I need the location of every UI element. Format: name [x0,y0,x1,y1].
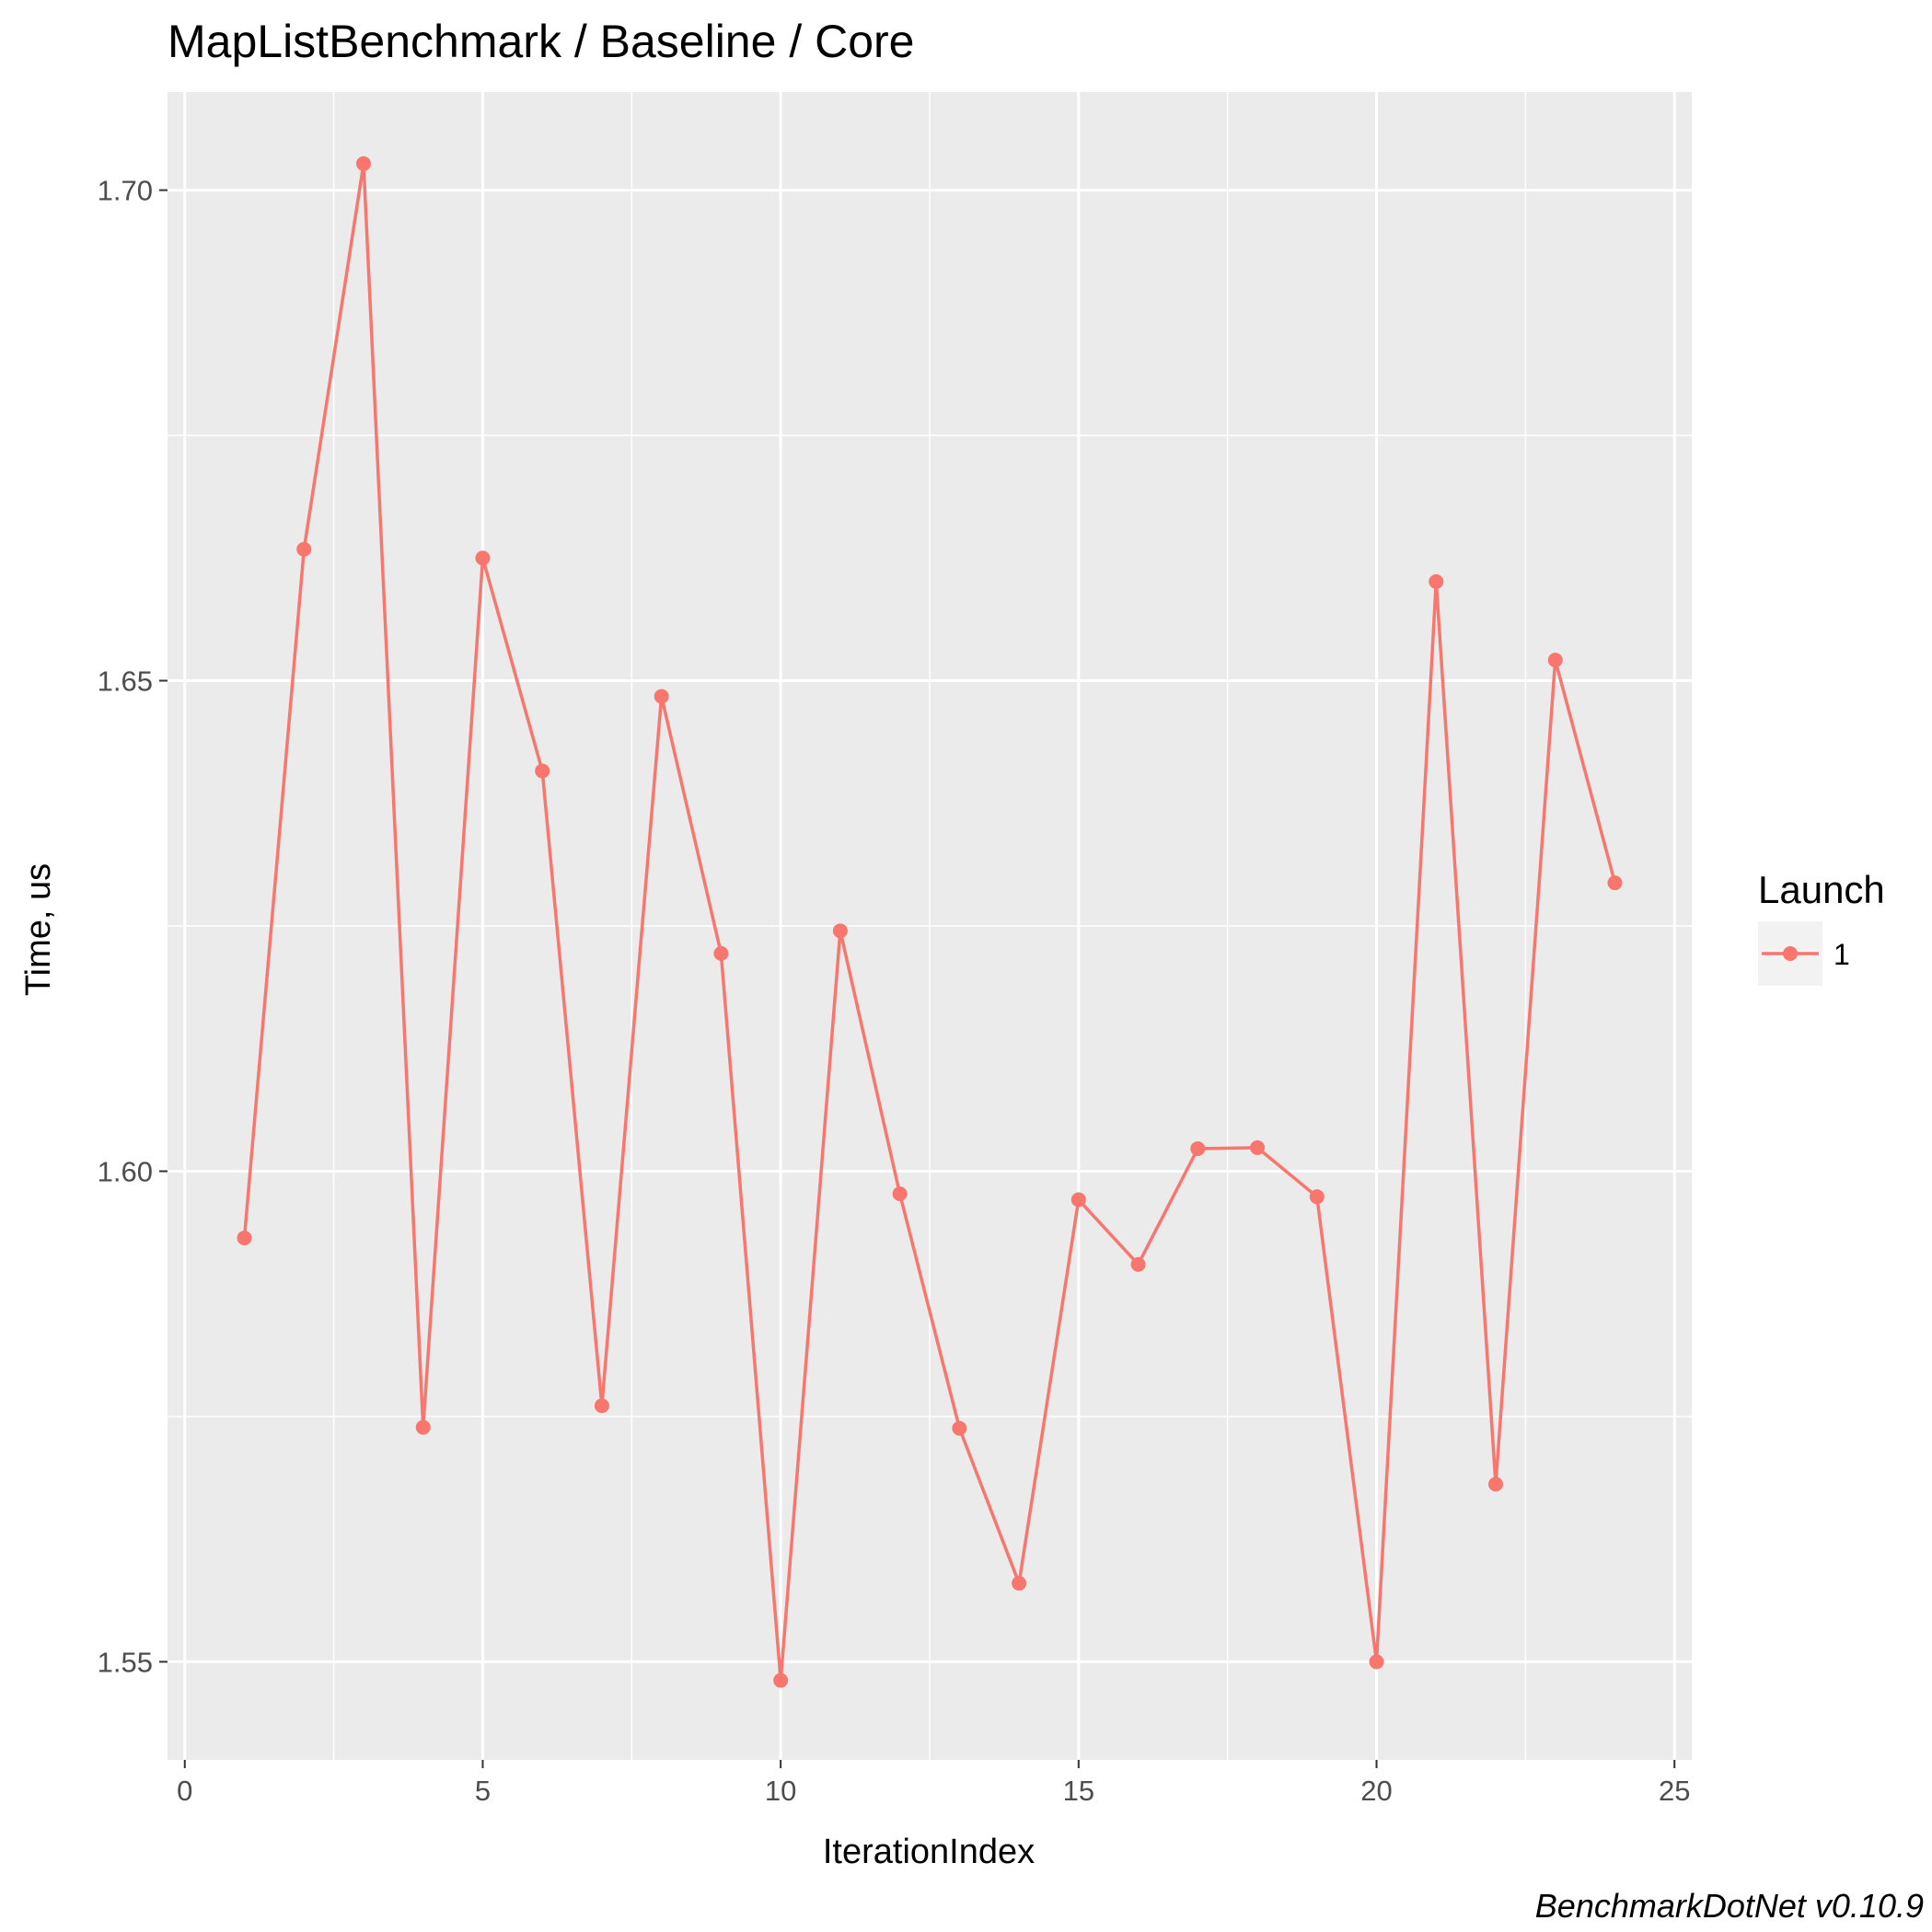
data-point [296,541,312,557]
x-axis: 0 5 10 15 20 25 [177,1760,1690,1807]
data-point [1309,1189,1325,1205]
major-gridlines [168,92,1692,1760]
data-point [1250,1140,1266,1155]
series-line [242,162,1617,1683]
x-tick-label: 5 [475,1775,491,1807]
data-point [1429,573,1444,589]
data-point [475,550,491,566]
data-point [773,1672,789,1688]
x-tick-label: 10 [765,1775,796,1807]
data-point [594,1398,609,1414]
x-tick-label: 15 [1063,1775,1094,1807]
y-axis-title: Time, us [19,863,58,996]
data-point [415,1419,431,1435]
data-point [892,1186,908,1201]
data-point [237,1230,252,1245]
x-axis-title: IterationIndex [823,1833,1035,1871]
chart-title: MapListBenchmark / Baseline / Core [168,16,914,67]
y-tick-label: 1.70 [98,175,153,207]
legend-title: Launch [1758,868,1885,911]
x-tick-label: 20 [1360,1775,1392,1807]
data-point [1488,1476,1504,1492]
data-point [654,688,669,704]
legend-label: 1 [1834,938,1850,971]
x-tick-label: 25 [1659,1775,1690,1807]
data-point [952,1420,967,1436]
data-point [1547,653,1563,668]
y-axis: 1.55 1.60 1.65 1.70 [98,175,168,1678]
data-point [1070,1192,1086,1208]
data-point [1130,1256,1146,1272]
y-tick-label: 1.60 [98,1155,153,1187]
data-point [832,923,848,939]
data-point [1369,1654,1384,1670]
data-point [535,763,550,779]
data-point [355,156,371,171]
legend-key-point [1783,946,1798,961]
series-layer [237,156,1623,1688]
data-point [713,945,729,961]
x-tick-label: 0 [177,1775,192,1807]
y-tick-label: 1.55 [98,1646,153,1678]
data-point [1607,875,1623,891]
caption: BenchmarkDotNet v0.10.9 [1535,1887,1924,1925]
legend: Launch 1 [1758,868,1885,986]
data-point [1012,1576,1027,1591]
data-point [1190,1140,1206,1156]
y-tick-label: 1.65 [98,665,153,698]
